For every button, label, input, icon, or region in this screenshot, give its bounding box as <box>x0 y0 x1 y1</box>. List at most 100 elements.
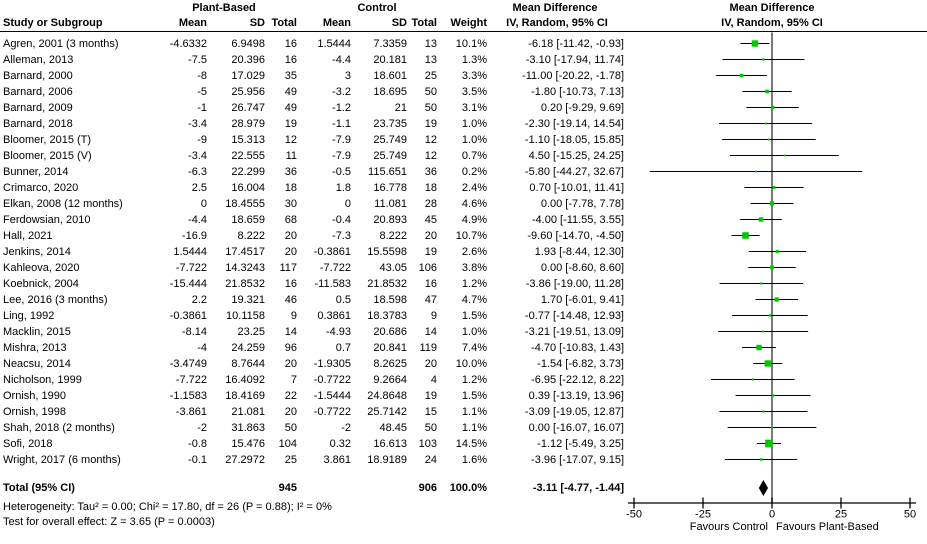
effect-square <box>770 265 774 270</box>
pb-total: 25 <box>284 453 297 466</box>
ctrl-total: 13 <box>424 37 437 50</box>
pb-sd: 20.396 <box>231 53 265 66</box>
ctrl-total: 24 <box>424 453 437 466</box>
weight: 1.1% <box>461 421 487 434</box>
pb-sd: 22.299 <box>231 165 265 178</box>
pb-mean: -0.1 <box>188 453 207 466</box>
ctrl-mean: -1.2 <box>332 101 351 114</box>
study-row: Jenkins, 2014 1.5444 17.4517 20 -0.3861 15.55… <box>0 244 630 260</box>
study-row: Mishra, 2013 -4 24.259 96 0.7 20.841 119 7.4% -4… <box>0 340 630 356</box>
ctrl-total: 28 <box>424 197 437 210</box>
ctrl-mean: -7.9 <box>332 133 351 146</box>
pb-sd: 15.476 <box>231 437 265 450</box>
ctrl-total: 18 <box>424 181 437 194</box>
ctrl-total: 13 <box>424 53 437 66</box>
total-row: Total (95% CI) 945 906 100.0% -3.11 [-4.… <box>0 480 630 496</box>
effect-square <box>775 249 779 254</box>
effect-square <box>774 297 779 302</box>
ctrl-sd: 18.601 <box>373 69 407 82</box>
total-ctrl-n: 906 <box>418 482 437 494</box>
study-name: Bloomer, 2015 (T) <box>3 133 92 146</box>
ctrl-mean: -1.9305 <box>313 357 351 370</box>
md-ci: -9.60 [-14.70, -4.50] <box>527 229 624 242</box>
pb-sd: 22.555 <box>231 149 265 162</box>
ctrl-total: 15 <box>424 405 437 418</box>
md-ci: -3.21 [-19.51, 13.09] <box>524 325 624 338</box>
effect-square <box>756 344 762 351</box>
pb-mean: -9 <box>197 133 207 146</box>
pb-mean: -2 <box>197 421 207 434</box>
ctrl-sd: 18.9189 <box>367 453 407 466</box>
total-weight: 100.0% <box>449 482 487 494</box>
pb-mean: -1 <box>197 101 207 114</box>
effect-square <box>783 154 786 157</box>
study-row: Macklin, 2015 -8.14 23.25 14 -4.93 20.686 14 1.… <box>0 324 630 340</box>
pb-mean: -3.4 <box>188 149 207 162</box>
pb-total: 35 <box>284 69 297 82</box>
pb-mean: -8 <box>197 69 207 82</box>
ctrl-total: 36 <box>424 165 437 178</box>
pb-sd: 17.4517 <box>225 245 265 258</box>
effect-square <box>769 201 775 206</box>
ctrl-mean: -11.583 <box>314 277 352 290</box>
favours-right-label: Favours Plant-Based <box>776 521 879 533</box>
ctrl-sd: 25.7142 <box>367 405 407 418</box>
md-ci: 0.00 [-8.60, 8.60] <box>540 261 624 274</box>
ctrl-total: 25 <box>424 69 437 82</box>
weight: 4.9% <box>461 213 487 226</box>
tick-label: 0 <box>769 509 775 521</box>
ctrl-total: 9 <box>430 309 437 322</box>
study-name: Koebnick, 2004 <box>3 277 79 290</box>
weight: 0.7% <box>461 149 487 162</box>
effect-square <box>762 58 765 61</box>
pb-mean: -3.861 <box>175 405 207 418</box>
ctrl-total: 20 <box>424 357 437 370</box>
ctrl-mean: 3 <box>344 69 351 82</box>
pb-sd: 8.7644 <box>231 357 265 370</box>
ctrl-total: 14 <box>424 325 437 338</box>
pb-total: 16 <box>284 53 297 66</box>
study-row: Barnard, 2018 -3.4 28.979 19 -1.1 23.735 19 1.0… <box>0 116 630 132</box>
pb-sd: 18.4555 <box>225 197 265 210</box>
study-name: Lee, 2016 (3 months) <box>3 293 108 306</box>
ctrl-total: 45 <box>424 213 437 226</box>
ctrl-total: 12 <box>424 133 437 146</box>
ctrl-mean: -4.4 <box>332 53 351 66</box>
study-row: Ling, 1992 -0.3861 10.1158 9 0.3861 18.3783 9 1… <box>0 308 630 324</box>
study-name: Shah, 2018 (2 months) <box>3 421 115 434</box>
study-row: Ornish, 1998 -3.861 21.081 20 -0.7722 25.7142… <box>0 404 630 420</box>
pb-sd: 19.321 <box>231 293 265 306</box>
pb-total: 12 <box>284 133 297 146</box>
weight: 4.6% <box>461 197 487 210</box>
pb-sd: 28.979 <box>231 117 265 130</box>
weight: 10.1% <box>455 37 487 50</box>
study-name: Wright, 2017 (6 months) <box>3 453 121 466</box>
column-header-mean-difference: Mean Difference <box>512 2 598 14</box>
ctrl-sd: 25.749 <box>373 133 407 146</box>
pb-sd: 26.747 <box>231 101 265 114</box>
study-name: Elkan, 2008 (12 months) <box>3 197 123 210</box>
study-row: Shah, 2018 (2 months) -2 31.863 50 -2 48.45 50… <box>0 420 630 436</box>
weight: 1.2% <box>461 277 487 290</box>
ctrl-total: 106 <box>418 261 437 274</box>
pb-mean: 0 <box>200 197 207 210</box>
column-header-iv-random: IV, Random, 95% CI <box>506 17 608 29</box>
md-ci: 4.50 [-15.25, 24.25] <box>528 149 624 162</box>
pb-total: 20 <box>284 245 297 258</box>
study-row: Agren, 2001 (3 months) -4.6332 6.9498 16 1.5… <box>0 36 630 52</box>
ctrl-sd: 48.45 <box>379 421 407 434</box>
ctrl-total: 19 <box>424 389 437 402</box>
header-divider-line <box>0 31 927 33</box>
weight: 1.5% <box>461 309 487 322</box>
pb-mean: 2.2 <box>191 293 207 306</box>
ctrl-total: 50 <box>424 101 437 114</box>
pb-mean: -7.5 <box>188 53 207 66</box>
weight: 3.8% <box>461 261 487 274</box>
md-ci: -1.12 [-5.49, 3.25] <box>537 437 624 450</box>
study-name: Barnard, 2018 <box>3 117 73 130</box>
ctrl-sd: 20.686 <box>373 325 407 338</box>
pb-mean: -15.444 <box>169 277 207 290</box>
column-header-pb-mean: Mean <box>178 17 207 29</box>
group-header-plant-based: Plant-Based <box>192 2 256 14</box>
study-name: Hall, 2021 <box>3 229 53 242</box>
